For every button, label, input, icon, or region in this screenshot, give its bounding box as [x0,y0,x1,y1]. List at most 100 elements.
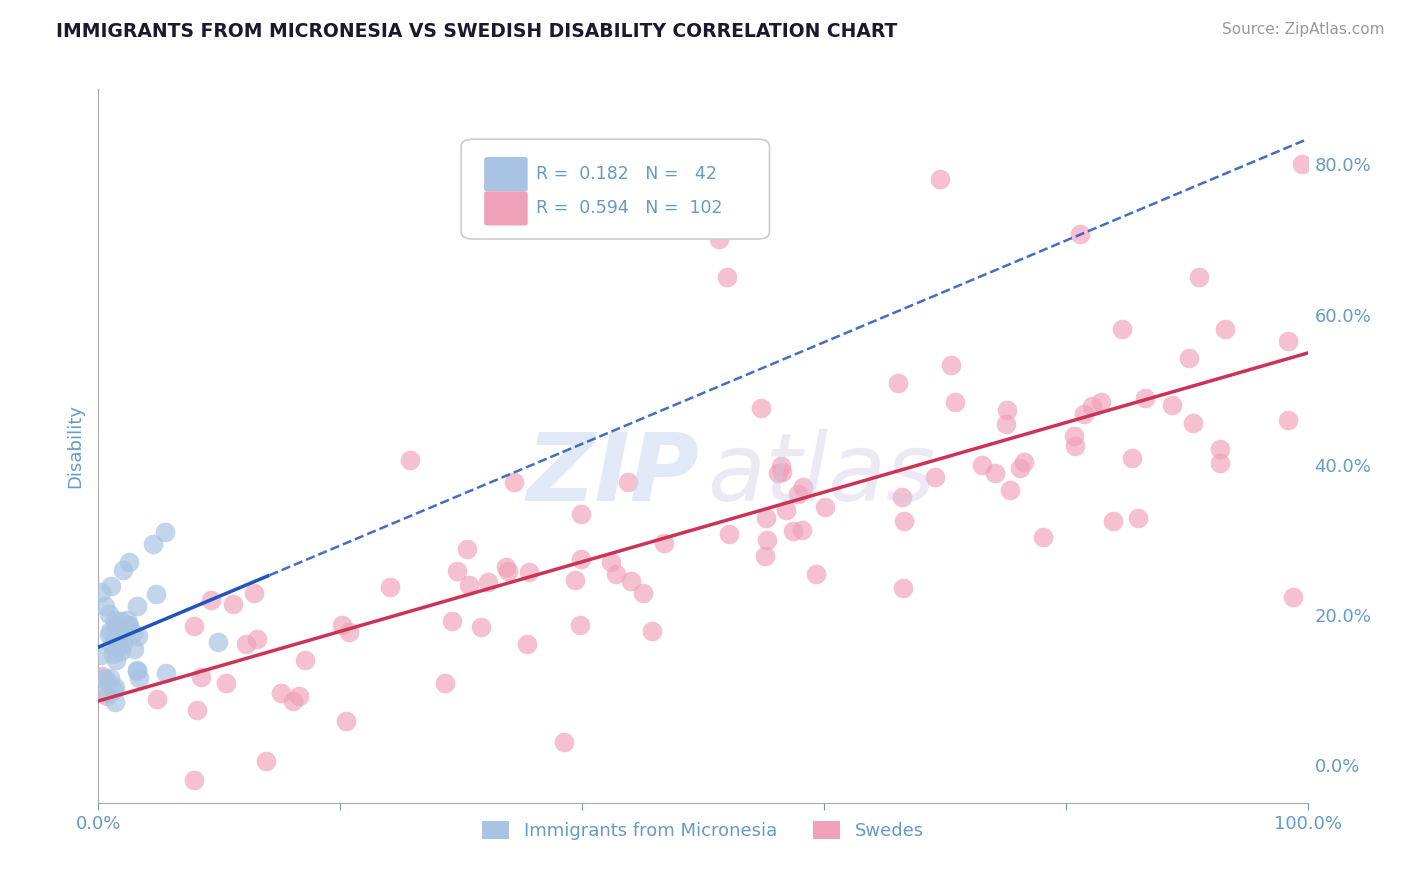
Text: R =  0.594   N =  102: R = 0.594 N = 102 [536,200,723,218]
Swedes [190,670,212,684]
Swedes [792,480,814,494]
Swedes [995,403,1018,417]
Swedes [243,586,266,600]
Text: atlas: atlas [707,429,935,520]
Swedes [569,552,592,566]
Swedes [339,625,361,640]
Text: Source: ZipAtlas.com: Source: ZipAtlas.com [1222,22,1385,37]
Swedes [516,638,538,652]
Swedes [652,536,675,550]
Swedes [564,573,586,587]
Swedes [756,533,779,547]
Swedes [1213,322,1236,336]
Immigrants from Micronesia [111,563,134,577]
Swedes [1012,455,1035,469]
Immigrants from Micronesia [96,686,118,700]
Swedes [222,597,245,611]
Immigrants from Micronesia [104,680,127,694]
Y-axis label: Disability: Disability [66,404,84,488]
Swedes [569,507,592,521]
Immigrants from Micronesia [90,648,112,662]
Swedes [929,172,952,186]
Immigrants from Micronesia [118,556,141,570]
Swedes [707,232,730,246]
Immigrants from Micronesia [127,629,149,643]
Immigrants from Micronesia [110,644,132,658]
Swedes [716,270,738,285]
Swedes [398,453,420,467]
Swedes [754,549,776,563]
Swedes [893,514,915,528]
Swedes [1277,413,1299,427]
Swedes [617,475,640,489]
Swedes [1187,270,1209,285]
Swedes [517,566,540,580]
Swedes [984,466,1007,480]
Swedes [183,773,205,788]
Swedes [1291,157,1313,171]
Swedes [1182,416,1205,430]
Swedes [1277,334,1299,348]
Swedes [90,669,112,683]
Swedes [1069,227,1091,241]
Immigrants from Micronesia [117,620,139,634]
Swedes [792,524,814,538]
Swedes [600,555,623,569]
Swedes [1178,351,1201,365]
Text: ZIP: ZIP [526,428,699,521]
Immigrants from Micronesia [122,625,145,640]
Text: IMMIGRANTS FROM MICRONESIA VS SWEDISH DISABILITY CORRELATION CHART: IMMIGRANTS FROM MICRONESIA VS SWEDISH DI… [56,22,897,41]
Immigrants from Micronesia [155,666,177,681]
FancyBboxPatch shape [484,191,527,226]
Swedes [939,358,962,372]
Swedes [1090,395,1112,409]
Legend: Immigrants from Micronesia, Swedes: Immigrants from Micronesia, Swedes [475,814,931,847]
Swedes [924,470,946,484]
Swedes [1063,429,1085,443]
Swedes [891,582,914,596]
Swedes [496,564,519,578]
Immigrants from Micronesia [104,613,127,627]
Swedes [749,401,772,416]
Text: R =  0.182   N =   42: R = 0.182 N = 42 [536,165,717,183]
Immigrants from Micronesia [98,624,121,639]
Swedes [769,458,792,473]
Swedes [330,617,353,632]
Swedes [270,685,292,699]
Immigrants from Micronesia [110,614,132,628]
Swedes [1135,391,1157,405]
Immigrants from Micronesia [118,617,141,632]
Swedes [1126,511,1149,525]
Swedes [770,465,793,479]
Swedes [1282,590,1305,604]
Swedes [775,503,797,517]
Swedes [998,483,1021,497]
Swedes [283,694,305,708]
Swedes [458,578,481,592]
Immigrants from Micronesia [107,636,129,650]
Immigrants from Micronesia [125,665,148,679]
Swedes [288,690,311,704]
Swedes [943,395,966,409]
Immigrants from Micronesia [207,635,229,649]
Swedes [1073,407,1095,421]
Immigrants from Micronesia [127,663,149,677]
Swedes [215,676,238,690]
Swedes [456,541,478,556]
Swedes [1080,400,1102,414]
Swedes [1010,461,1032,475]
Swedes [378,580,401,594]
Swedes [814,500,837,514]
Swedes [146,692,169,706]
Swedes [502,475,524,490]
Immigrants from Micronesia [93,671,115,685]
Swedes [1121,450,1143,465]
Swedes [768,466,790,480]
Swedes [972,458,994,473]
Swedes [568,618,591,632]
Swedes [183,619,205,633]
Swedes [186,703,208,717]
Immigrants from Micronesia [104,618,127,632]
Swedes [1161,398,1184,412]
Swedes [1111,322,1133,336]
